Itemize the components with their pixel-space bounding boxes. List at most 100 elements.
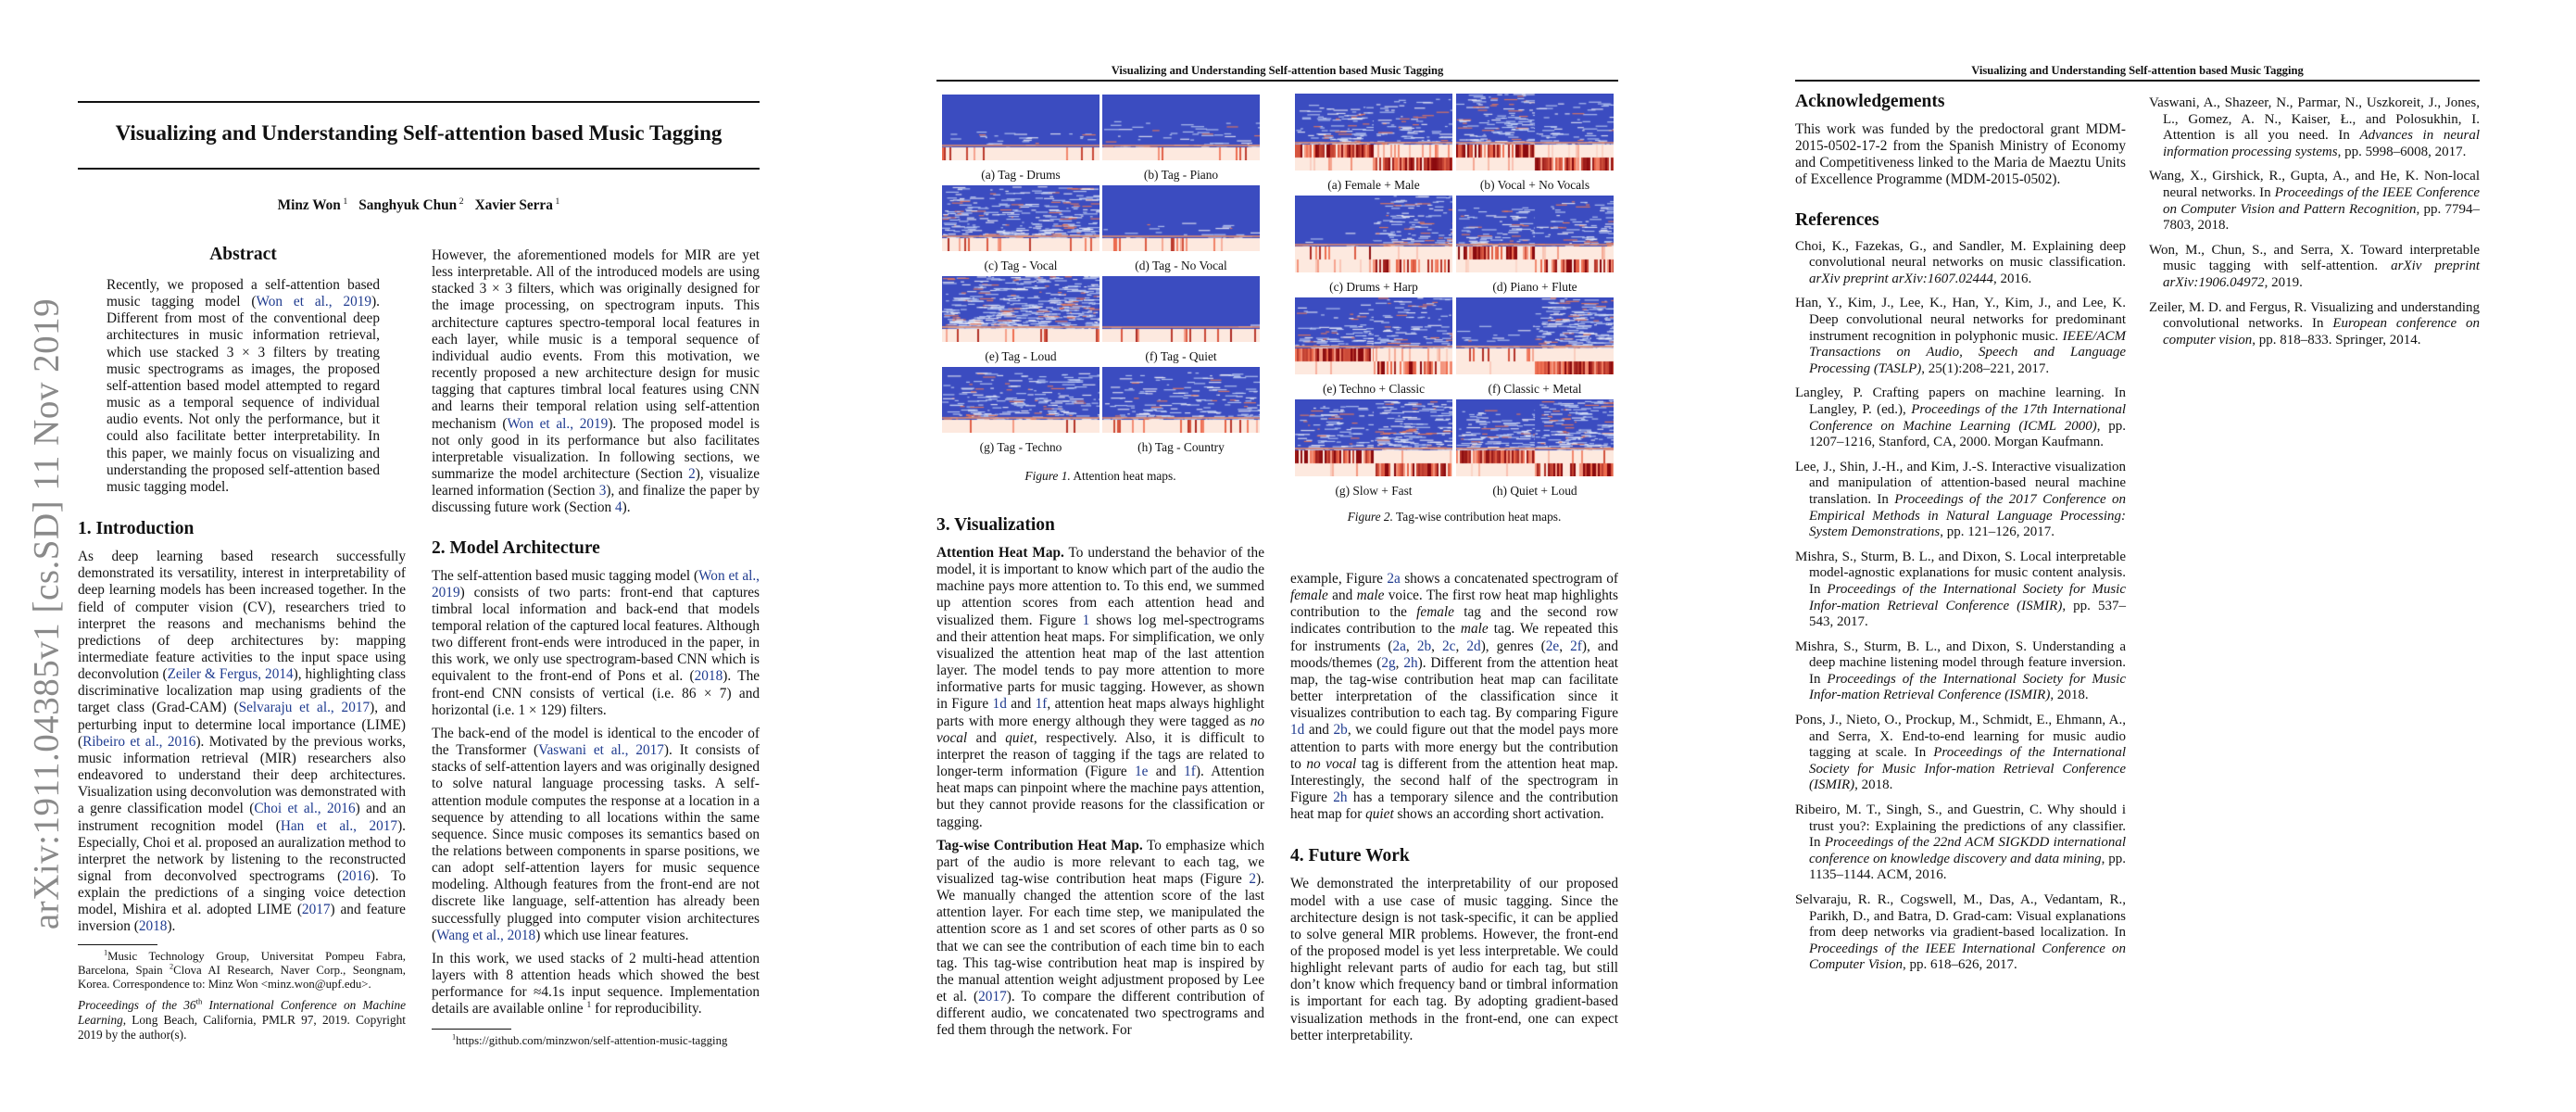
citation-link[interactable]: 2h: [1333, 790, 1348, 806]
section-heading-references: References: [1795, 209, 1879, 230]
paragraph: example, Figure 2a shows a concatenated …: [1290, 571, 1618, 823]
citation-link[interactable]: Won et al., 2019: [507, 415, 609, 432]
citation-link[interactable]: 2017: [978, 989, 1007, 1005]
reference-entry: Wang, X., Girshick, R., Gupta, A., and H…: [2149, 169, 2480, 234]
heat-map-image: [1295, 399, 1452, 476]
subfigure-caption: (g) Slow + Fast: [1335, 484, 1413, 498]
heat-map-image: [942, 185, 1100, 251]
citation-link[interactable]: Choi et al., 2016: [254, 801, 356, 817]
citation-link[interactable]: Han et al., 2017: [280, 817, 398, 834]
citation-link[interactable]: 2h: [1403, 654, 1418, 671]
citation-link[interactable]: 2a: [1392, 638, 1406, 654]
italic-text: quiet: [1365, 806, 1394, 823]
citation-link[interactable]: Selvaraju et al., 2017: [238, 700, 371, 716]
text-run: ) and an instrument recognition model (: [78, 801, 407, 834]
text-run: , respectively. Also, it is difficult to…: [936, 729, 1264, 780]
repository-footnote[interactable]: 1https://github.com/minzwon/self-attenti…: [432, 1033, 760, 1048]
figure-1-caption: Figure 1. Attention heat maps.: [936, 469, 1264, 484]
text-run: , 2016.: [1993, 271, 2032, 286]
citation-link[interactable]: 2: [688, 466, 696, 483]
proceedings-note: Proceedings of the 36th International Co…: [78, 997, 406, 1042]
text-run: Wang, X., Girshick, R., Gupta, A., and H…: [2149, 169, 2480, 200]
citation-link[interactable]: 2f: [1570, 638, 1582, 654]
text-run: ), genres (: [1480, 638, 1546, 654]
text-run: ). Motivated by the previous works, musi…: [78, 733, 407, 817]
citation-link[interactable]: 2d: [1466, 638, 1481, 654]
text-run: ), and finalize the paper by discussing …: [432, 483, 760, 516]
heat-map-image: [1102, 185, 1260, 251]
reference-entry: Han, Y., Kim, J., Lee, K., Han, Y., Kim,…: [1795, 296, 2126, 377]
citation-link[interactable]: 2e: [1545, 638, 1560, 654]
subfigure-caption: (e) Techno + Classic: [1322, 382, 1426, 396]
introduction-text: As deep learning based research successf…: [78, 549, 406, 942]
running-header: Visualizing and Understanding Self-atten…: [1971, 64, 2304, 77]
text-run: shows a concatenated spectrogram of: [1400, 571, 1618, 587]
citation-link[interactable]: Ribeiro et al., 2016: [82, 733, 196, 750]
heat-map-image: [1295, 196, 1452, 272]
citation-link[interactable]: 4: [614, 499, 622, 516]
text-run: ,: [1395, 654, 1404, 671]
text-run: Mishra, S., Sturm, B. L., and Dixon, S. …: [1795, 638, 2126, 687]
paragraph-lead: Attention Heat Map.: [936, 545, 1064, 561]
citation-link[interactable]: 3: [598, 483, 607, 499]
citation-link[interactable]: Won et al., 2019: [432, 567, 760, 600]
affiliation-mark: 1: [340, 196, 348, 207]
citation-link[interactable]: Zeiler & Fergus, 2014: [167, 666, 294, 683]
text-run: , pp. 618–626, 2017.: [1902, 957, 2017, 973]
heat-map-image: [1102, 95, 1260, 160]
reference-entry: Vaswani, A., Shazeer, N., Parmar, N., Us…: [2149, 95, 2480, 160]
citation-link[interactable]: 2018: [694, 668, 723, 685]
italic-text: Proceedings of the International Society…: [1809, 745, 2127, 793]
citation-link[interactable]: 1d: [992, 696, 1007, 713]
text-run: To understand the behavior of the model,…: [936, 545, 1264, 628]
figure-2-caption-text: Tag-wise contribution heat maps.: [1392, 510, 1562, 524]
text-run: ). The proposed model is not only good i…: [432, 415, 760, 483]
paragraph: This work was funded by the predoctoral …: [1795, 121, 2126, 189]
figure-1-subfigure: (h) Tag - Country: [1102, 367, 1260, 455]
italic-text: International Conference on Machine Lear…: [78, 997, 406, 1027]
citation-link[interactable]: 2: [1249, 870, 1257, 887]
affiliation-mark: 2: [457, 196, 464, 207]
text-run: ).: [622, 499, 631, 516]
citation-link[interactable]: 1f: [1184, 764, 1196, 780]
text-run: , 2018.: [1854, 777, 1893, 793]
text-run: Langley, P. Crafting papers on machine l…: [1795, 385, 2126, 417]
citation-link[interactable]: 2018: [138, 918, 168, 935]
citation-link[interactable]: Vaswani et al., 2017: [538, 742, 664, 759]
citation-link[interactable]: 2c: [1442, 638, 1456, 654]
heat-map-image: [1295, 297, 1452, 374]
text-run: We demonstrated the interpretability of …: [1290, 876, 1618, 1043]
text-run: ,: [1455, 638, 1467, 654]
text-run: , pp. 5998–6008, 2017.: [2337, 144, 2467, 159]
subfigure-caption: (f) Tag - Quiet: [1145, 349, 1217, 363]
reference-entry: Mishra, S., Sturm, B. L., and Dixon, S. …: [1795, 550, 2126, 631]
citation-link[interactable]: 2b: [1416, 638, 1432, 654]
figure-2-subfigure: (f) Classic + Metal: [1456, 297, 1614, 397]
citation-link[interactable]: 1: [1082, 612, 1090, 628]
superscript: 1: [586, 1000, 592, 1011]
figure-1-subfigure: (d) Tag - No Vocal: [1102, 185, 1260, 273]
italic-text: Proceedings of the IEEE International Co…: [1809, 941, 2126, 973]
citation-link[interactable]: 2a: [1387, 571, 1401, 587]
figure-2-subfigure: (h) Quiet + Loud: [1456, 399, 1614, 499]
citation-link[interactable]: 2g: [1381, 654, 1396, 671]
reference-entry: Mishra, S., Sturm, B. L., and Dixon, S. …: [1795, 639, 2126, 704]
header-rule: [1795, 80, 2480, 82]
paragraph: Attention Heat Map. To understand the be…: [936, 545, 1264, 831]
citation-link[interactable]: 2016: [342, 868, 371, 884]
text-run: Zeiler, M. D. and Fergus, R. Visualizing…: [2149, 299, 2480, 332]
text-run: , pp. 537–543, 2017.: [1809, 598, 2127, 630]
reference-list-left: Choi, K., Fazekas, G., and Sandler, M. E…: [1795, 239, 2126, 982]
citation-link[interactable]: 1f: [1035, 696, 1048, 713]
abstract-text: Recently, we proposed a self-attention b…: [107, 277, 380, 502]
text-run: ), visualize learned information (Sectio…: [432, 466, 760, 499]
citation-link[interactable]: 2017: [301, 902, 331, 918]
citation-link[interactable]: 2b: [1333, 722, 1348, 739]
citation-link[interactable]: Won et al., 2019: [256, 294, 372, 310]
citation-link[interactable]: Wang et al., 2018: [436, 927, 536, 943]
citation-link[interactable]: 1e: [1135, 764, 1149, 780]
text-run: example, Figure: [1290, 571, 1388, 587]
citation-link[interactable]: 1d: [1290, 722, 1305, 739]
text-run: ). To explain the predictions of a singi…: [78, 868, 406, 918]
paragraph-lead: Tag-wise Contribution Heat Map.: [936, 837, 1143, 853]
